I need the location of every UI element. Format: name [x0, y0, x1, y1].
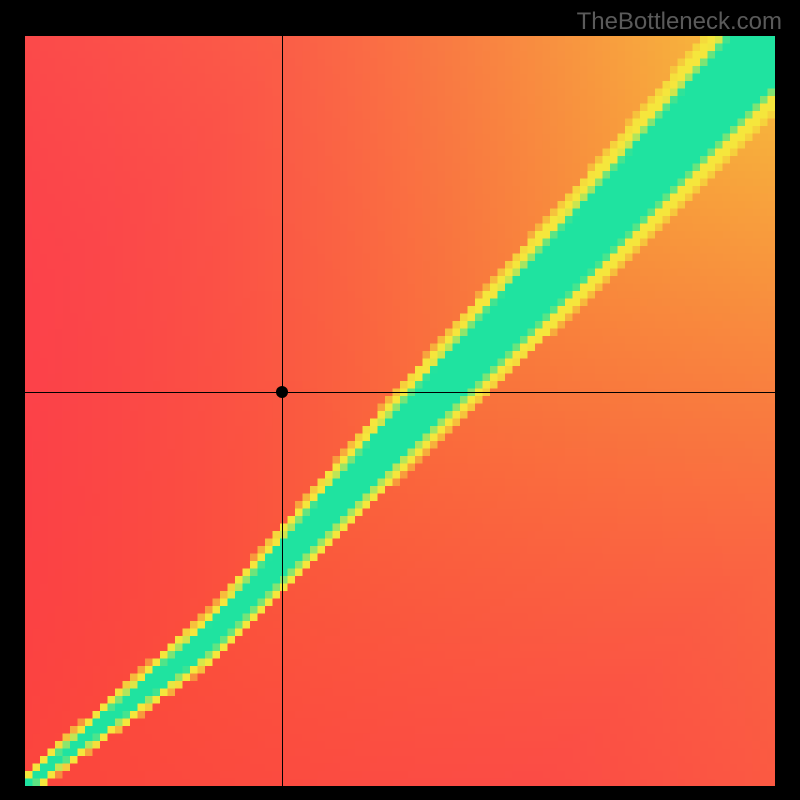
bottleneck-heatmap [25, 36, 775, 786]
watermark-text: TheBottleneck.com [577, 8, 782, 36]
crosshair-vertical [282, 36, 283, 786]
crosshair-horizontal [25, 392, 775, 393]
data-point-marker [276, 386, 288, 398]
heatmap-canvas [25, 36, 775, 786]
